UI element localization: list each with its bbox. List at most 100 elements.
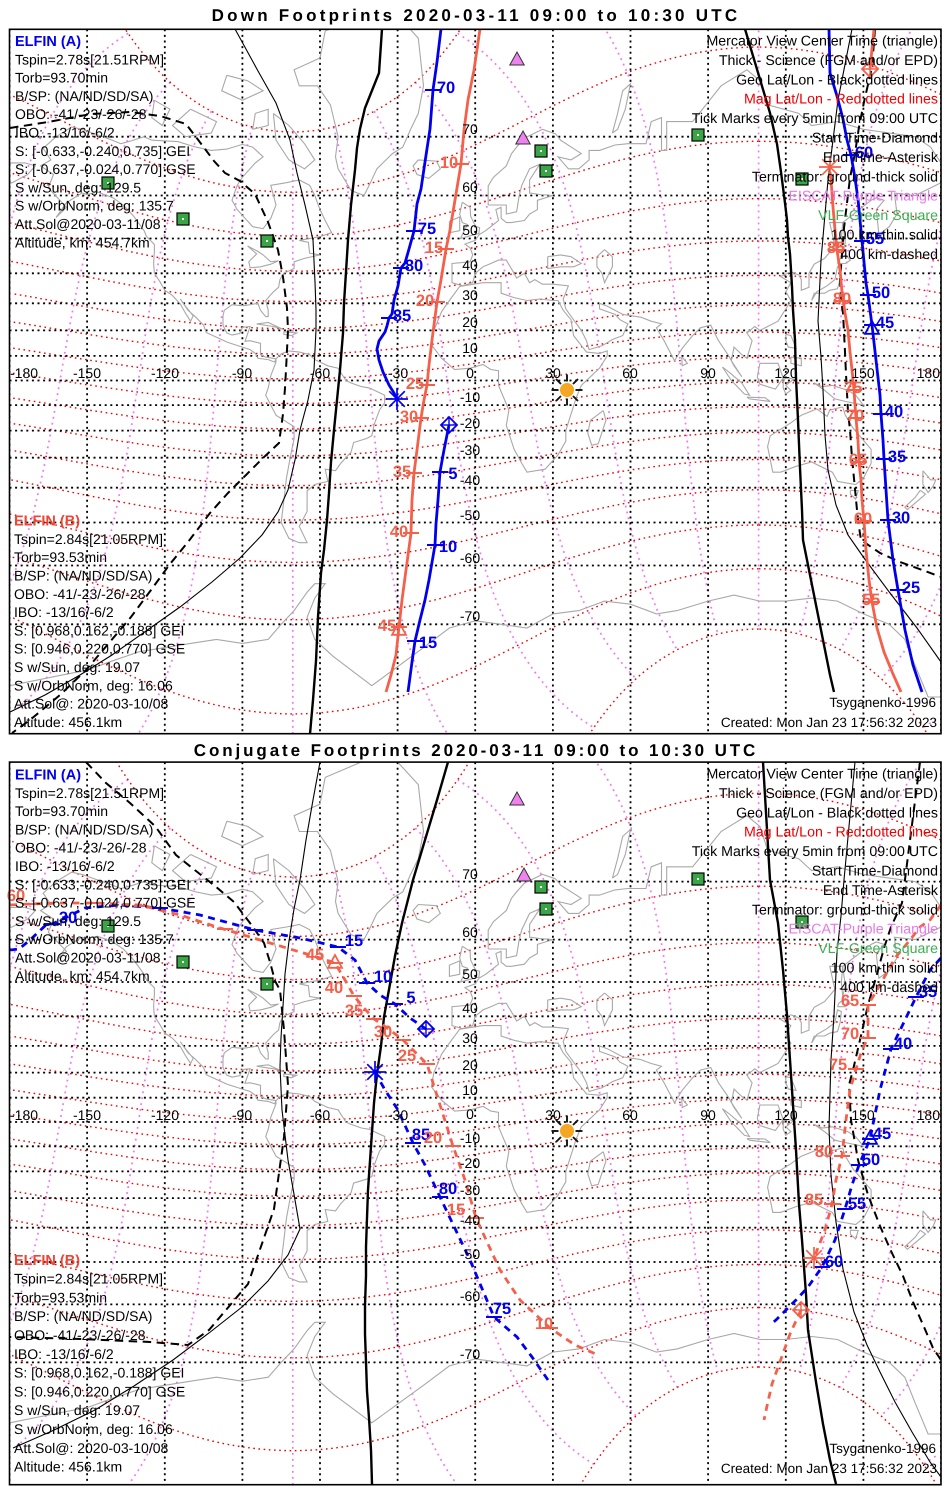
svg-text:35: 35 — [919, 983, 937, 1001]
svg-text:-60: -60 — [460, 1288, 480, 1304]
svg-text:Terminator: ground-thick solid: Terminator: ground-thick solid — [752, 902, 938, 918]
svg-text:-150: -150 — [73, 365, 101, 381]
svg-text:S: [-0.637,-0.024,0.770] GSE: S: [-0.637,-0.024,0.770] GSE — [15, 895, 196, 911]
svg-text:Altitude: 456.1km: Altitude: 456.1km — [14, 1459, 122, 1475]
svg-text:50: 50 — [462, 222, 478, 238]
svg-text:Altitude, km: 454.7km: Altitude, km: 454.7km — [15, 234, 150, 250]
svg-text:S: [-0.633,-0.240,0.735] GEI: S: [-0.633,-0.240,0.735] GEI — [15, 143, 190, 159]
svg-text:Tspin=2.78s[21.51RPM]: Tspin=2.78s[21.51RPM] — [15, 785, 164, 801]
svg-text:85: 85 — [393, 307, 411, 325]
svg-text:70: 70 — [462, 866, 478, 882]
svg-text:40: 40 — [885, 403, 903, 421]
svg-text:OBO: -41/-23/-26/-28: OBO: -41/-23/-26/-28 — [14, 586, 146, 602]
svg-text:S: [-0.633,-0.240,0.735] GEI: S: [-0.633,-0.240,0.735] GEI — [15, 876, 190, 892]
svg-text:-180: -180 — [10, 1107, 38, 1123]
svg-text:25: 25 — [902, 579, 920, 597]
svg-text:10: 10 — [462, 340, 478, 356]
svg-text:70: 70 — [437, 79, 455, 97]
svg-text:Att.Sol@2020-03-11/08: Att.Sol@2020-03-11/08 — [15, 950, 161, 966]
svg-text:Mag Lat/Lon - Red dotted lines: Mag Lat/Lon - Red dotted lines — [744, 92, 938, 108]
svg-text:100 km-thin solid: 100 km-thin solid — [831, 961, 938, 977]
svg-text:S w/OrbNorm, deg: 16.06: S w/OrbNorm, deg: 16.06 — [14, 1421, 173, 1437]
svg-text:-60: -60 — [310, 1107, 330, 1123]
svg-text:-30: -30 — [460, 442, 480, 458]
svg-text:25: 25 — [398, 1047, 416, 1065]
svg-text:90: 90 — [700, 1107, 716, 1123]
svg-text:S: [0.946,0.220,0.770] GSE: S: [0.946,0.220,0.770] GSE — [14, 641, 185, 657]
svg-text:180: 180 — [917, 1107, 941, 1123]
svg-text:Geo Lat/Lon - Black dotted lin: Geo Lat/Lon - Black dotted lines — [736, 805, 938, 821]
svg-text:15: 15 — [345, 932, 363, 950]
svg-text:Thick - Science (FGM and/or EP: Thick - Science (FGM and/or EPD) — [719, 786, 938, 802]
svg-text:EISCAT-Purple Triangle: EISCAT-Purple Triangle — [788, 189, 938, 205]
svg-text:ELFIN (B): ELFIN (B) — [14, 1253, 80, 1269]
svg-text:B/SP: (NA/ND/SD/SA): B/SP: (NA/ND/SD/SA) — [14, 1308, 152, 1324]
svg-text:Tsyganenko-1996: Tsyganenko-1996 — [829, 695, 936, 710]
svg-text:VLF-Green Square: VLF-Green Square — [818, 208, 938, 224]
svg-text:80: 80 — [833, 290, 851, 308]
svg-text:Mercator View Center Time (tri: Mercator View Center Time (triangle) — [706, 767, 938, 783]
svg-text:IBO: -13/16/-6/2: IBO: -13/16/-6/2 — [14, 604, 114, 620]
svg-text:5: 5 — [406, 989, 415, 1007]
svg-text:Torb=93.70min: Torb=93.70min — [15, 803, 108, 819]
svg-text:30: 30 — [462, 1030, 478, 1046]
svg-text:80: 80 — [815, 1143, 833, 1161]
svg-text:75: 75 — [844, 379, 862, 397]
svg-text:-90: -90 — [232, 1107, 252, 1123]
svg-text:Conjugate Footprints 2020-03-1: Conjugate Footprints 2020-03-11 09:00 to… — [194, 741, 758, 760]
svg-text:B/SP: (NA/ND/SD/SA): B/SP: (NA/ND/SD/SA) — [15, 88, 153, 104]
svg-text:85: 85 — [412, 1126, 430, 1144]
svg-text:S: [0.968,0.162,-0.188] GEI: S: [0.968,0.162,-0.188] GEI — [14, 1365, 184, 1381]
svg-text:65: 65 — [841, 992, 859, 1010]
svg-text:85: 85 — [827, 239, 845, 257]
svg-text:S w/OrbNorm, deg: 135.7: S w/OrbNorm, deg: 135.7 — [15, 931, 174, 947]
svg-text:0: 0 — [466, 1106, 474, 1122]
svg-text:Mercator View Center Time (tri: Mercator View Center Time (triangle) — [706, 34, 938, 50]
svg-text:IBO: -13/16/-6/2: IBO: -13/16/-6/2 — [14, 1346, 114, 1362]
svg-text:Torb=93.53min: Torb=93.53min — [14, 549, 107, 565]
svg-text:35: 35 — [393, 463, 411, 481]
svg-text:-20: -20 — [460, 415, 480, 431]
svg-text:-10: -10 — [460, 1130, 480, 1146]
svg-text:Geo Lat/Lon - Black dotted lin: Geo Lat/Lon - Black dotted lines — [736, 72, 938, 88]
svg-text:-50: -50 — [460, 1246, 480, 1262]
svg-text:Att.Sol@2020-03-11/08: Att.Sol@2020-03-11/08 — [15, 216, 161, 232]
svg-text:20: 20 — [424, 1129, 442, 1147]
svg-text:Att.Sol@: 2020-03-10/08: Att.Sol@: 2020-03-10/08 — [14, 696, 169, 712]
svg-text:S: [-0.637,-0.024,0.770] GSE: S: [-0.637,-0.024,0.770] GSE — [15, 161, 196, 177]
svg-text:ELFIN (B): ELFIN (B) — [14, 514, 80, 530]
svg-text:20: 20 — [416, 292, 434, 310]
svg-text:-60: -60 — [460, 550, 480, 566]
svg-text:30: 30 — [892, 509, 910, 527]
svg-text:60: 60 — [854, 510, 872, 528]
svg-text:10: 10 — [374, 968, 392, 986]
svg-text:OBO: -41/-23/-26/-28: OBO: -41/-23/-26/-28 — [14, 1327, 146, 1343]
svg-text:75: 75 — [418, 220, 436, 238]
svg-text:Start Time-Diamond: Start Time-Diamond — [812, 131, 938, 147]
svg-text:VLF-Green Square: VLF-Green Square — [818, 941, 938, 957]
svg-text:10: 10 — [440, 154, 458, 172]
svg-text:85: 85 — [805, 1191, 823, 1209]
svg-text:50: 50 — [462, 966, 478, 982]
svg-text:35: 35 — [888, 448, 906, 466]
svg-text:IBO: -13/16/-6/2: IBO: -13/16/-6/2 — [15, 858, 115, 874]
svg-text:Created: Mon Jan 23 17:56:32 2: Created: Mon Jan 23 17:56:32 2023 — [721, 1461, 937, 1476]
svg-text:15: 15 — [419, 634, 437, 652]
svg-text:-120: -120 — [151, 1107, 179, 1123]
svg-text:20: 20 — [462, 1057, 478, 1073]
svg-text:S w/Sun, deg: 129.5: S w/Sun, deg: 129.5 — [15, 913, 141, 929]
svg-text:Tspin=2.84s[21.05RPM]: Tspin=2.84s[21.05RPM] — [14, 531, 163, 547]
svg-text:5: 5 — [448, 465, 457, 483]
svg-text:100 km-thin solid: 100 km-thin solid — [831, 228, 938, 244]
svg-text:Torb=93.53min: Torb=93.53min — [14, 1289, 107, 1305]
svg-text:150: 150 — [851, 1107, 875, 1123]
svg-text:S w/Sun, deg: 19.07: S w/Sun, deg: 19.07 — [14, 659, 140, 675]
svg-text:90: 90 — [700, 365, 716, 381]
svg-text:30: 30 — [400, 408, 418, 426]
svg-text:40: 40 — [390, 523, 408, 541]
svg-text:40: 40 — [462, 1000, 478, 1016]
svg-text:Altitude: 456.1km: Altitude: 456.1km — [14, 714, 122, 730]
svg-text:10: 10 — [535, 1315, 553, 1333]
svg-text:30: 30 — [545, 365, 561, 381]
svg-text:Altitude, km: 454.7km: Altitude, km: 454.7km — [15, 968, 150, 984]
